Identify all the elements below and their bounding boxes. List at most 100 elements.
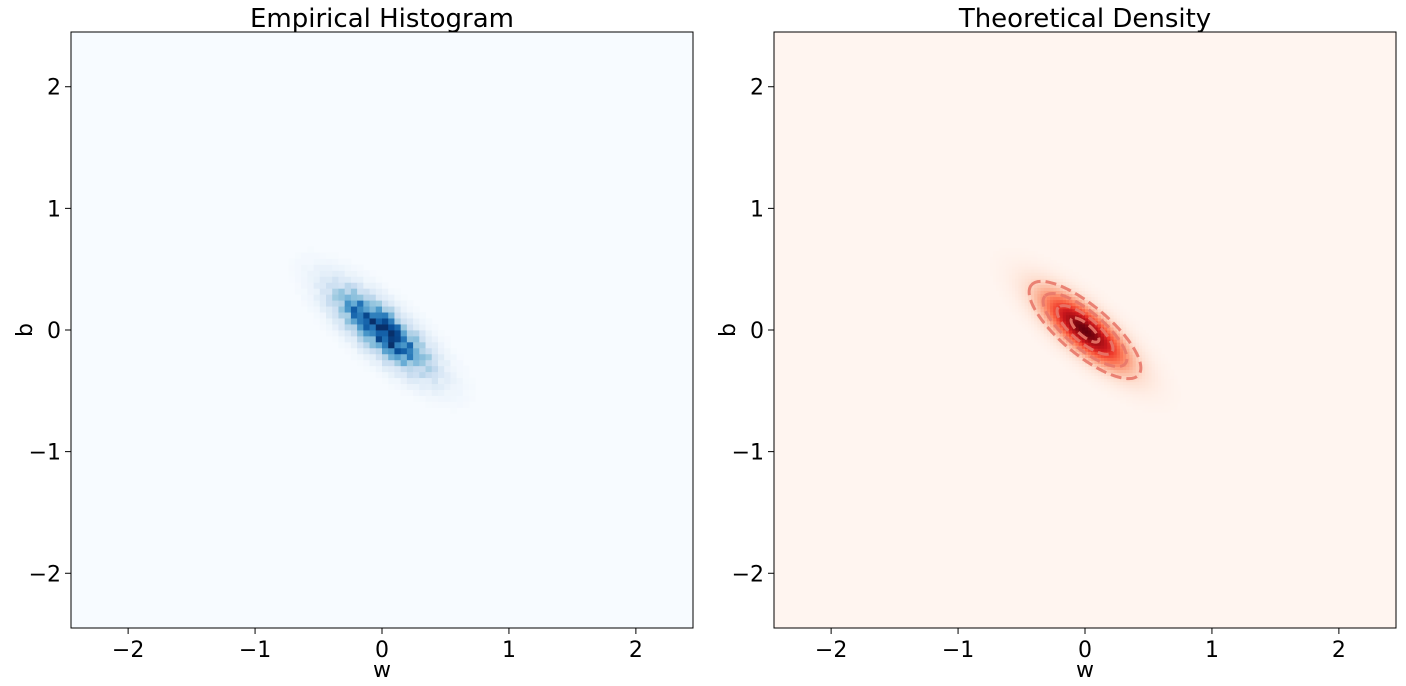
density-cell: [1097, 363, 1102, 367]
histogram-bin: [357, 353, 364, 361]
density-cell: [1104, 296, 1108, 301]
histogram-bin: [431, 359, 439, 367]
density-cell: [1043, 269, 1048, 273]
histogram-bin: [357, 276, 364, 283]
density-cell: [1059, 275, 1064, 279]
density-cell: [1157, 354, 1162, 358]
density-cell: [1145, 393, 1149, 398]
density-cell: [1097, 342, 1102, 346]
density-cell: [1110, 336, 1115, 340]
histogram-bin: [382, 318, 389, 325]
histogram-bin: [319, 294, 327, 301]
histogram-bin: [344, 288, 352, 295]
density-cell: [1157, 351, 1162, 355]
density-cell: [1142, 396, 1146, 401]
density-cell: [1075, 363, 1080, 367]
density-cell: [1132, 357, 1137, 361]
density-cell: [1100, 339, 1105, 343]
density-cell: [1050, 314, 1054, 319]
histogram-bin: [350, 264, 358, 271]
density-cell: [1031, 320, 1035, 325]
density-cell: [1065, 275, 1070, 279]
density-cell: [1119, 333, 1124, 337]
density-cell: [1034, 278, 1038, 282]
density-cell: [1021, 275, 1026, 279]
density-cell: [1173, 390, 1178, 395]
density-cell: [1142, 360, 1146, 364]
density-cell: [1034, 339, 1038, 343]
density-cell: [1031, 290, 1035, 295]
density-cell: [996, 253, 1000, 258]
density-cell: [1151, 393, 1156, 398]
density-cell: [1081, 372, 1086, 377]
density-cell: [1037, 330, 1042, 334]
density-cell: [1110, 375, 1115, 380]
histogram-bin: [363, 324, 370, 331]
density-cell: [1027, 311, 1032, 316]
density-cell: [1043, 278, 1048, 282]
density-cell: [1037, 257, 1042, 261]
density-cell: [1123, 357, 1127, 361]
density-cell: [1126, 314, 1130, 319]
density-cell: [1085, 348, 1089, 352]
density-cell: [1132, 366, 1137, 371]
density-cell: [1126, 317, 1130, 322]
histogram-bin: [319, 264, 327, 271]
density-cell: [1104, 342, 1108, 346]
density-cell: [1126, 348, 1130, 352]
histogram-bin: [332, 324, 339, 331]
density-cell: [1034, 293, 1038, 298]
density-cell: [1091, 372, 1096, 377]
density-cell: [1053, 308, 1057, 313]
density-cell: [1161, 372, 1165, 377]
density-cell: [1088, 372, 1092, 377]
histogram-bin: [394, 371, 402, 379]
x-axis-label: w: [1076, 658, 1094, 683]
density-cell: [1123, 375, 1127, 380]
density-cell: [1094, 369, 1099, 374]
density-cell: [1078, 287, 1083, 291]
density-cell: [1056, 266, 1061, 270]
density-cell: [1072, 366, 1076, 371]
histogram-bin: [406, 312, 414, 319]
density-cell: [1145, 375, 1149, 380]
density-cell: [1072, 360, 1076, 364]
density-cell: [1040, 314, 1045, 319]
density-cell: [1062, 290, 1067, 295]
density-cell: [1167, 363, 1172, 367]
density-cell: [1167, 396, 1172, 401]
density-cell: [1100, 345, 1105, 349]
density-cell: [1065, 272, 1070, 276]
histogram-bin: [394, 365, 402, 373]
density-cell: [1059, 354, 1064, 358]
density-cell: [996, 250, 1000, 255]
histogram-bin: [444, 377, 451, 385]
density-cell: [1170, 396, 1175, 401]
histogram-bin: [406, 324, 414, 331]
density-cell: [1037, 336, 1042, 340]
density-cell: [1078, 375, 1083, 380]
density-cell: [1142, 339, 1146, 343]
density-cell: [1031, 257, 1035, 261]
density-cell: [1015, 281, 1019, 285]
histogram-bin: [357, 300, 364, 307]
histogram-bin: [388, 330, 395, 337]
histogram-bin: [419, 330, 426, 337]
density-cell: [1015, 287, 1019, 291]
density-cell: [1072, 281, 1076, 285]
density-cell: [1157, 384, 1162, 389]
density-cell: [999, 247, 1003, 252]
density-cell: [1100, 372, 1105, 377]
density-cell: [1065, 317, 1070, 322]
density-cell: [1097, 345, 1102, 349]
histogram-bin: [437, 359, 445, 367]
density-cell: [1059, 360, 1064, 364]
histogram-bin: [419, 341, 426, 349]
density-cell: [1129, 345, 1134, 349]
density-cell: [1069, 345, 1073, 349]
density-cell: [1145, 345, 1149, 349]
density-cell: [1151, 399, 1156, 404]
density-cell: [1088, 284, 1092, 288]
density-cell: [1050, 348, 1054, 352]
